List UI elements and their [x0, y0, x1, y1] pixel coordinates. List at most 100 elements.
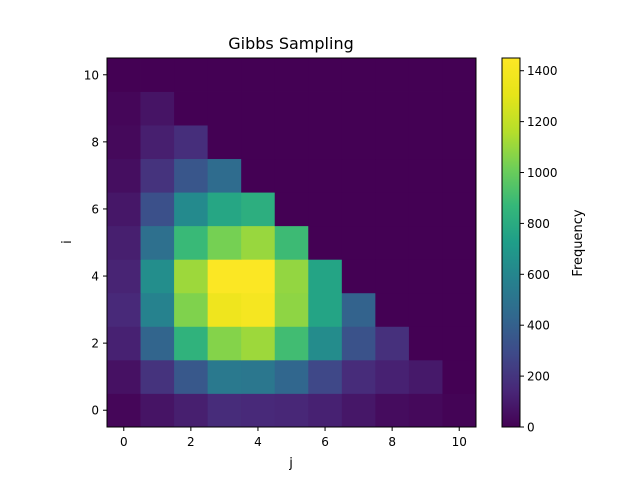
heatmap-cell — [107, 326, 141, 361]
heatmap-cell — [308, 125, 343, 160]
x-tick-label: 6 — [321, 435, 329, 449]
y-tick-label: 8 — [91, 135, 99, 149]
heatmap-cell — [442, 192, 477, 227]
colorbar-tick-label: 1200 — [527, 115, 558, 129]
heatmap-cell — [174, 158, 209, 193]
heatmap-cell — [174, 359, 209, 394]
heatmap-cell — [375, 125, 410, 160]
heatmap-cell — [174, 259, 209, 294]
y-axis-label: i — [60, 240, 75, 244]
heatmap-cell — [341, 58, 376, 92]
heatmap-cell — [375, 225, 410, 260]
heatmap-cell — [375, 58, 410, 92]
x-tick-label: 8 — [388, 435, 396, 449]
heatmap-cell — [442, 259, 477, 294]
heatmap-cell — [207, 292, 242, 327]
heatmap-cell — [274, 292, 309, 327]
heatmap-cell — [140, 225, 175, 260]
heatmap-cell — [408, 326, 443, 361]
heatmap-cell — [207, 259, 242, 294]
colorbar-tick-label: 1000 — [527, 166, 558, 180]
heatmap-cell — [107, 292, 141, 327]
heatmap-cell — [207, 158, 242, 193]
heatmap-cell — [174, 58, 209, 92]
colorbar-ticks: 0 200 400 600 800 1000 1200 1400 — [520, 64, 558, 435]
heatmap-cell — [107, 158, 141, 193]
y-tick-label: 4 — [91, 270, 99, 284]
heatmap-cell — [174, 292, 209, 327]
heatmap-cell — [341, 225, 376, 260]
heatmap-cell — [107, 359, 141, 394]
heatmap-cell — [140, 192, 175, 227]
heatmap-cell — [375, 192, 410, 227]
heatmap-cell — [442, 125, 477, 160]
heatmap-cell — [274, 259, 309, 294]
heatmap-cell — [308, 393, 343, 428]
heatmap-cell — [375, 158, 410, 193]
heatmap-cell — [341, 326, 376, 361]
heatmap-cell — [241, 359, 276, 394]
heatmap-cell — [442, 359, 477, 394]
heatmap-cell — [442, 225, 477, 260]
heatmap-cell — [341, 292, 376, 327]
heatmap-cell — [241, 292, 276, 327]
heatmap-cell — [241, 225, 276, 260]
colorbar-tick-label: 800 — [527, 217, 550, 231]
heatmap-cell — [308, 158, 343, 193]
heatmap-cell — [107, 125, 141, 160]
heatmap-cell — [341, 158, 376, 193]
heatmap-cell — [207, 91, 242, 126]
heatmap-cell — [341, 259, 376, 294]
heatmap-cell — [375, 326, 410, 361]
heatmap-cell — [140, 158, 175, 193]
colorbar-tick-label: 600 — [527, 268, 550, 282]
heatmap-cell — [207, 225, 242, 260]
heatmap-cell — [207, 393, 242, 428]
heatmap-cell — [308, 91, 343, 126]
heatmap-cell — [241, 125, 276, 160]
heatmap-cell — [308, 326, 343, 361]
heatmap-cell — [442, 393, 477, 428]
heatmap-cell — [140, 292, 175, 327]
heatmap-cell — [408, 292, 443, 327]
heatmap-cell — [207, 125, 242, 160]
heatmap-cell — [241, 192, 276, 227]
x-tick-label: 4 — [254, 435, 262, 449]
heatmap-cell — [274, 225, 309, 260]
heatmap-cell — [408, 58, 443, 92]
heatmap-cell — [442, 326, 477, 361]
heatmap-cell — [442, 292, 477, 327]
y-tick-label: 2 — [91, 337, 99, 351]
heatmap-cell — [174, 393, 209, 428]
heatmap-cell — [174, 192, 209, 227]
heatmap-cell — [241, 91, 276, 126]
heatmap-cell — [207, 326, 242, 361]
heatmap-cell — [140, 91, 175, 126]
x-tick-label: 10 — [452, 435, 467, 449]
heatmap-cell — [174, 125, 209, 160]
heatmap-cell — [408, 192, 443, 227]
heatmap-cell — [308, 192, 343, 227]
heatmap-cell — [140, 393, 175, 428]
heatmap-cells — [107, 58, 477, 428]
heatmap-cell — [207, 58, 242, 92]
x-tick-label: 2 — [187, 435, 195, 449]
heatmap-cell — [408, 359, 443, 394]
heatmap-cell — [442, 58, 477, 92]
heatmap-cell — [408, 225, 443, 260]
heatmap-cell — [308, 359, 343, 394]
heatmap-cell — [375, 393, 410, 428]
colorbar-tick-label: 200 — [527, 370, 550, 384]
heatmap-cell — [107, 393, 141, 428]
heatmap-cell — [408, 259, 443, 294]
plot-frame — [106, 57, 477, 428]
heatmap-cell — [442, 91, 477, 126]
heatmap-cell — [107, 192, 141, 227]
y-tick-label: 6 — [91, 202, 99, 216]
heatmap-cell — [308, 292, 343, 327]
heatmap-cell — [408, 393, 443, 428]
heatmap-cell — [274, 359, 309, 394]
heatmap-cell — [341, 192, 376, 227]
heatmap-cell — [274, 192, 309, 227]
heatmap-cell — [308, 259, 343, 294]
